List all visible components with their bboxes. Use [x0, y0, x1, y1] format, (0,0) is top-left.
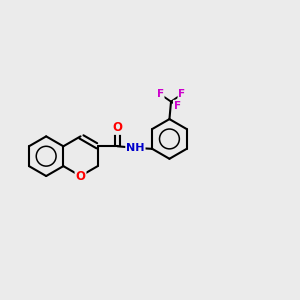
Text: F: F [178, 89, 185, 99]
Text: F: F [157, 89, 164, 99]
Text: O: O [76, 169, 85, 182]
Text: O: O [112, 121, 122, 134]
Text: NH: NH [126, 143, 145, 153]
Text: F: F [174, 100, 181, 111]
